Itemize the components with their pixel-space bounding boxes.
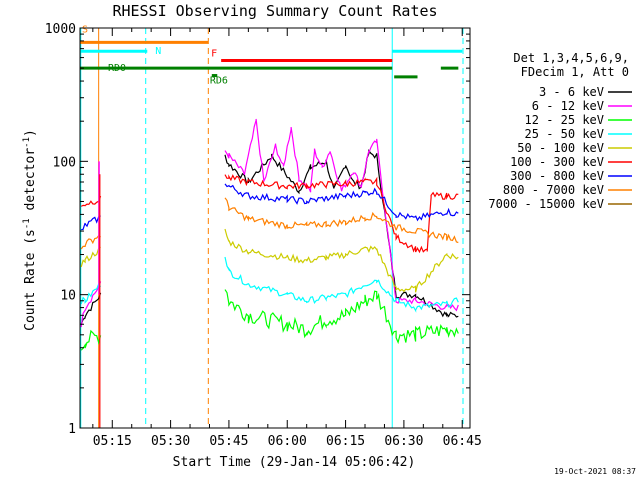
legend: Det 1,3,4,5,6,9,FDecim 1, Att 0 3 - 6 keV… xyxy=(488,51,632,211)
y-axis-label-main: Count Rate (s xyxy=(23,229,38,331)
legend-label: 100 - 300 keV xyxy=(510,155,604,169)
series-line xyxy=(80,256,459,313)
x-tick-label: 05:15 xyxy=(93,434,132,449)
chart-title: RHESSI Observing Summary Count Rates xyxy=(112,2,437,20)
x-tick-label: 05:30 xyxy=(151,434,190,449)
legend-label: 25 - 50 keV xyxy=(525,127,604,141)
y-axis-label: Count Rate (s-1 detector-1) xyxy=(22,129,38,331)
legend-header: FDecim 1, Att 0 xyxy=(521,65,629,79)
legend-label: 800 - 7000 keV xyxy=(503,183,604,197)
legend-label: 50 - 100 keV xyxy=(517,141,604,155)
legend-label: 6 - 12 keV xyxy=(532,99,604,113)
legend-label: 12 - 25 keV xyxy=(525,113,604,127)
x-tick-label: 06:00 xyxy=(268,434,307,449)
x-axis-label: Start Time (29-Jan-14 05:06:42) xyxy=(173,455,416,470)
y-tick-label: 1 xyxy=(68,422,76,437)
y-tick-label: 10 xyxy=(60,289,76,304)
plot-frame xyxy=(79,27,471,429)
generation-timestamp: 19-Oct-2021 08:37 xyxy=(554,467,636,476)
legend-label: 3 - 6 keV xyxy=(539,85,604,99)
y-axis-label-sup1: -1 xyxy=(22,218,32,229)
x-tick-label: 06:45 xyxy=(443,434,482,449)
series-line xyxy=(80,228,459,293)
flag-label: RD6 xyxy=(210,76,228,87)
series-line xyxy=(81,183,459,231)
y-tick-label: 100 xyxy=(53,155,76,170)
legend-header: Det 1,3,4,5,6,9, xyxy=(513,51,629,65)
x-tick-label: 05:45 xyxy=(209,434,248,449)
legend-label: 300 - 800 keV xyxy=(510,169,604,183)
x-tick-label: 06:15 xyxy=(326,434,365,449)
y-axis-label-sup2: -1 xyxy=(22,137,32,148)
plot-area: S N F RD0 RD6 1 10 100 1000 05:15 05:30 05:45 06:00 0… xyxy=(45,22,482,449)
series-line xyxy=(80,289,459,351)
series-line xyxy=(80,118,459,328)
x-tick-label: 06:30 xyxy=(384,434,423,449)
series-line xyxy=(80,174,459,254)
flag-label: N xyxy=(155,46,161,57)
flag-label: S xyxy=(82,24,88,35)
flag-label: RD0 xyxy=(108,63,126,74)
y-tick-label: 1000 xyxy=(45,22,76,37)
y-axis-label-mid: detector xyxy=(23,148,38,219)
y-axis-label-end: ) xyxy=(23,129,38,137)
series-line xyxy=(80,197,459,250)
series-line xyxy=(80,149,459,325)
flag-label: F xyxy=(211,49,217,60)
legend-label: 7000 - 15000 keV xyxy=(488,197,604,211)
